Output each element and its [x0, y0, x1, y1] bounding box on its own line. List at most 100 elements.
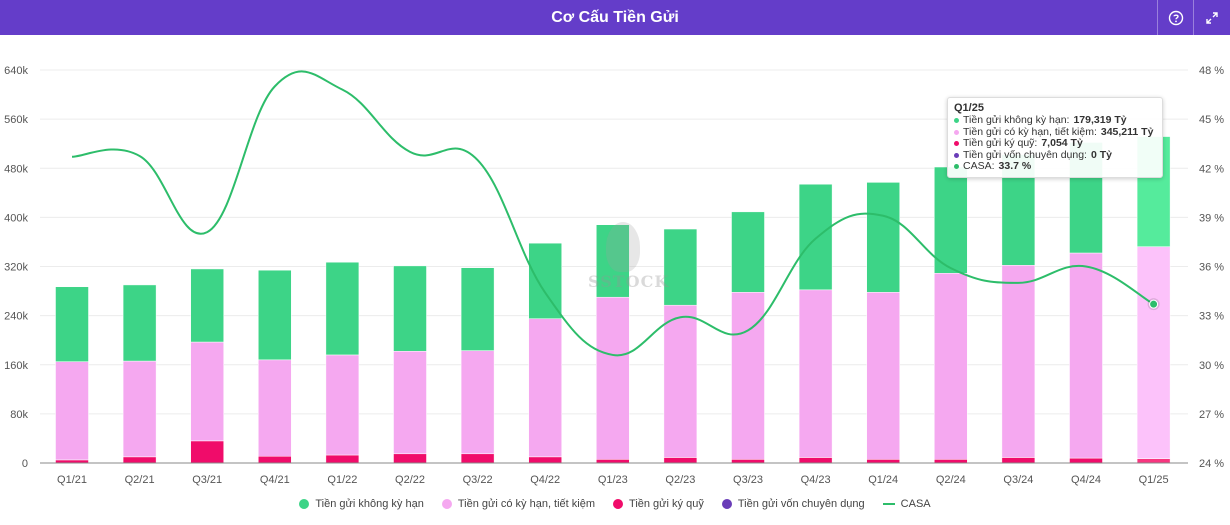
bar-segment — [1001, 265, 1036, 458]
bar-segment — [1001, 457, 1036, 464]
legend-item[interactable]: Tiền gửi ký quỹ — [613, 498, 704, 510]
bar-segment — [934, 273, 968, 460]
x-tick-label: Q3/21 — [192, 474, 222, 486]
tooltip-row: Tiền gửi có kỳ hạn, tiết kiệm: 345,211 Tỷ — [954, 125, 1156, 139]
bar-segment — [1069, 252, 1103, 459]
y-left-tick-label: 400k — [4, 212, 28, 224]
legend-dot-swatch-icon — [299, 499, 310, 509]
bar-segment — [596, 224, 630, 298]
bar-segment — [731, 211, 765, 293]
y-right-tick-label: 24 % — [1199, 458, 1224, 470]
legend-label: Tiền gửi có kỳ hạn, tiết kiệm — [457, 498, 596, 510]
x-tick-label: Q4/24 — [1071, 474, 1101, 486]
bar-segment — [55, 286, 89, 362]
legend-line-swatch-icon — [882, 503, 895, 505]
legend-item[interactable]: Tiền gửi có kỳ hạn, tiết kiệm — [441, 498, 596, 510]
legend-dot-swatch-icon — [721, 499, 732, 509]
bar-segment — [663, 457, 698, 464]
bar-segment — [663, 304, 698, 458]
tooltip-dot-icon — [954, 129, 959, 135]
bar-segment — [866, 182, 900, 293]
tooltip-label: CASA: — [963, 160, 995, 172]
bar-segment — [122, 456, 157, 464]
deposit-structure-chart: 0 80k 160k 240k 320k 400k 480k 560k 640k 24 % 27 … — [4, 65, 1224, 486]
tooltip-dot-icon — [954, 152, 959, 158]
bar-segment — [122, 284, 157, 362]
tooltip-value: 345,211 Tỷ — [1100, 125, 1154, 138]
x-tick-label: Q2/23 — [665, 474, 695, 486]
tooltip-row: Tiền gửi vốn chuyên dụng: 0 Tỷ — [954, 148, 1156, 162]
casa-line — [71, 70, 1160, 357]
bar-segment — [258, 455, 292, 464]
chart-legend: Tiền gửi không kỳ hạn Tiền gửi có kỳ hạn,… — [0, 498, 1230, 510]
x-tick-label: Q4/23 — [801, 474, 831, 486]
bar-segment — [460, 267, 495, 351]
tooltip-row: Tiền gửi không kỳ hạn: 179,319 Tỷ — [954, 114, 1156, 127]
legend-label: Tiền gửi không kỳ hạn — [315, 498, 424, 510]
chart-header: Cơ Cấu Tiền Gửi — [0, 0, 1230, 35]
watermark: SSTOCK — [588, 222, 668, 291]
legend-item[interactable]: CASA — [882, 498, 931, 510]
legend-item[interactable]: Tiền gửi không kỳ hạn — [299, 498, 424, 510]
bar-segment — [663, 228, 698, 306]
bar-segment — [731, 459, 765, 464]
bar-segment — [190, 440, 224, 464]
help-button[interactable] — [1157, 0, 1194, 35]
y-left-tick-label: 160k — [4, 360, 28, 372]
casa-point — [1149, 299, 1159, 309]
y-right-tick-label: 45 % — [1199, 114, 1224, 126]
bar-segment — [258, 359, 292, 457]
tooltip-row: Tiền gửi ký quỹ: 7,054 Tỷ — [954, 137, 1156, 150]
bar-segment — [1136, 246, 1171, 459]
tooltip-label: Tiền gửi không kỳ hạn: — [963, 114, 1070, 126]
bar-segment — [1136, 458, 1171, 464]
tooltip-value: 7,054 Tỷ — [1041, 137, 1083, 149]
bar-segment — [1069, 457, 1103, 464]
y-right-tick-label: 36 % — [1199, 262, 1224, 274]
tooltip-dot-icon — [954, 118, 959, 124]
expand-button[interactable] — [1193, 0, 1230, 35]
bar-segment — [798, 289, 833, 458]
expand-arrows-icon — [1206, 11, 1218, 24]
bar-segment — [596, 296, 630, 460]
x-tick-label: Q2/24 — [936, 474, 966, 486]
y-left-tick-label: 0 — [22, 458, 28, 470]
y-left-tick-label: 80k — [10, 409, 28, 421]
tooltip-dot-icon — [954, 141, 959, 147]
x-tick-label: Q1/24 — [868, 474, 898, 486]
y-right-tick-label: 33 % — [1199, 311, 1224, 323]
y-left-tick-label: 320k — [4, 262, 28, 274]
bar-segment — [325, 261, 360, 356]
bar-segment — [258, 269, 292, 361]
x-tick-label: Q2/21 — [125, 474, 155, 486]
legend-label: Tiền gửi ký quỹ — [629, 498, 704, 510]
bar-segment — [393, 265, 427, 352]
tooltip-value: 179,319 Tỷ — [1073, 114, 1127, 126]
y-right-tick-label: 48 % — [1199, 65, 1224, 77]
bar-segment — [460, 453, 495, 464]
tooltip-label: Tiền gửi vốn chuyên dụng: — [963, 148, 1087, 161]
bar-segment — [866, 292, 900, 460]
chart-title: Cơ Cấu Tiền Gửi — [551, 9, 679, 26]
bar-segment — [528, 456, 562, 464]
y-right-tick-label: 30 % — [1199, 360, 1224, 372]
casa-line-path — [71, 70, 1155, 357]
tooltip-row: CASA: 33.7 % — [954, 160, 1156, 173]
x-tick-label: Q1/21 — [57, 474, 87, 486]
x-tick-label: Q3/24 — [1003, 474, 1033, 486]
y-left-tick-label: 640k — [4, 65, 28, 77]
bar-segment — [393, 453, 427, 464]
legend-item[interactable]: Tiền gửi vốn chuyên dụng — [721, 498, 865, 510]
bar-segment — [460, 350, 495, 455]
bars — [55, 136, 1171, 464]
bar-segment — [528, 242, 562, 319]
bar-segment — [325, 354, 360, 456]
x-axis: Q1/21 Q2/21 Q3/21 Q4/21 Q1/22 Q2/22 Q3/22 Q4/22… — [40, 462, 1188, 486]
x-tick-label: Q1/22 — [327, 474, 357, 486]
watermark-logo-icon — [606, 222, 640, 272]
bar-segment — [934, 166, 968, 274]
y-left-tick-label: 240k — [4, 311, 28, 323]
y-axis-left: 0 80k 160k 240k 320k 400k 480k 560k 640k — [4, 65, 28, 470]
x-tick-label: Q1/23 — [598, 474, 628, 486]
y-left-tick-label: 560k — [4, 114, 28, 126]
